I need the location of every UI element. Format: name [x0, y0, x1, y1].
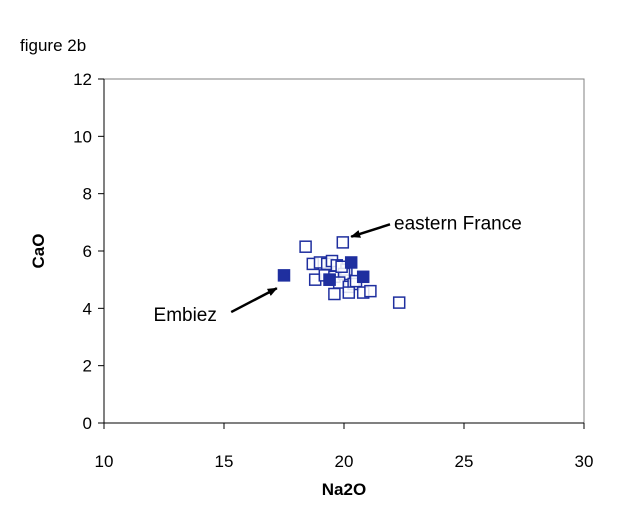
x-tick-label: 15 — [215, 452, 234, 471]
open-square-point — [342, 286, 356, 299]
open-square-point — [299, 240, 312, 253]
figure-label: figure 2b — [20, 36, 87, 55]
axes: 0 2 4 6 8 10 12 10 15 20 25 30 — [73, 70, 593, 471]
plot-area — [103, 78, 585, 424]
y-tick-label: 2 — [83, 357, 92, 376]
x-tick-label: 30 — [575, 452, 594, 471]
filled-square-point — [323, 273, 336, 286]
y-tick-label: 6 — [83, 242, 92, 261]
y-tick-label: 12 — [73, 70, 92, 89]
annotation-arrow — [350, 223, 391, 238]
x-axis-title: Na2O — [322, 480, 366, 499]
x-tick-label: 25 — [455, 452, 474, 471]
y-axis-title: CaO — [29, 234, 48, 269]
filled-square-point — [356, 270, 370, 284]
annotation-label: eastern France — [394, 213, 522, 234]
open-square-point — [364, 284, 377, 298]
y-tick-label: 8 — [83, 185, 92, 204]
y-tick-label: 10 — [73, 127, 92, 146]
annotation-arrow — [230, 287, 278, 314]
filled-square-point — [277, 269, 291, 282]
x-tick-label: 20 — [335, 452, 354, 471]
y-tick-label: 4 — [83, 299, 92, 318]
filled-square-point — [344, 256, 358, 269]
open-square-point — [392, 296, 406, 309]
annotation-label: Embiez — [154, 305, 217, 326]
annotations: eastern France Embiez — [154, 213, 522, 326]
open-square-point — [328, 287, 341, 301]
open-square-point — [336, 236, 350, 249]
x-tick-label: 10 — [95, 452, 114, 471]
data-points — [277, 236, 406, 309]
y-tick-label: 0 — [83, 414, 92, 433]
